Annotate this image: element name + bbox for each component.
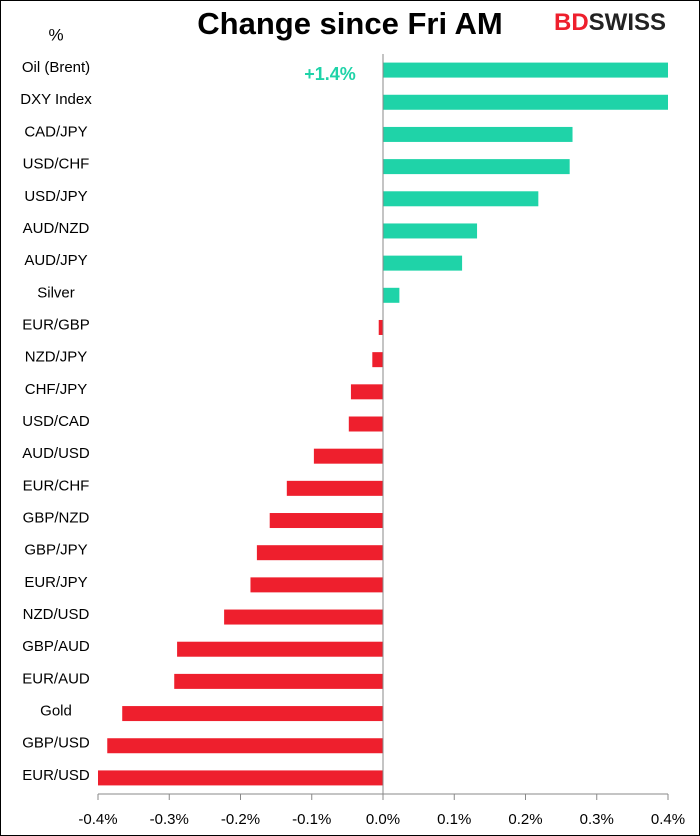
y-tick-label: NZD/JPY bbox=[25, 349, 88, 366]
bar bbox=[383, 126, 573, 142]
y-tick-label: EUR/JPY bbox=[24, 574, 87, 591]
bar bbox=[383, 223, 478, 239]
bar bbox=[174, 673, 383, 689]
y-tick-label: USD/CAD bbox=[22, 413, 90, 430]
bar bbox=[250, 577, 383, 593]
bar bbox=[122, 706, 383, 722]
bar bbox=[383, 255, 463, 271]
y-tick-label: DXY Index bbox=[20, 91, 92, 108]
y-tick-label: GBP/JPY bbox=[24, 542, 87, 559]
y-tick-label: AUD/USD bbox=[22, 445, 90, 462]
x-tick-label: -0.4% bbox=[78, 811, 117, 828]
bar bbox=[348, 416, 383, 432]
chart-title: Change since Fri AM bbox=[197, 6, 502, 41]
y-tick-label: GBP/NZD bbox=[23, 509, 90, 526]
x-tick-label: 0.0% bbox=[366, 811, 400, 828]
bar bbox=[383, 159, 570, 175]
y-tick-label: USD/JPY bbox=[24, 188, 87, 205]
logo-part: BD bbox=[554, 9, 589, 36]
y-tick-label: AUD/JPY bbox=[24, 252, 87, 269]
x-tick-label: 0.3% bbox=[580, 811, 614, 828]
y-tick-label: CAD/JPY bbox=[24, 123, 87, 140]
bar bbox=[372, 352, 383, 368]
logo-part: SWISS bbox=[589, 9, 666, 36]
x-tick-label: -0.3% bbox=[150, 811, 189, 828]
y-tick-label: EUR/CHF bbox=[23, 477, 90, 494]
y-tick-label: EUR/GBP bbox=[22, 316, 90, 333]
bar bbox=[383, 287, 400, 303]
x-tick-label: -0.1% bbox=[292, 811, 331, 828]
y-tick-label: CHF/JPY bbox=[25, 381, 88, 398]
bar bbox=[378, 319, 383, 335]
bar bbox=[383, 191, 539, 207]
bar bbox=[107, 738, 383, 754]
bar bbox=[350, 384, 383, 400]
x-tick-label: -0.2% bbox=[221, 811, 260, 828]
bar bbox=[313, 448, 383, 464]
y-axis-label: % bbox=[48, 25, 63, 44]
logo: BDSWISS bbox=[554, 9, 666, 36]
y-tick-label: Silver bbox=[37, 284, 75, 301]
bar bbox=[177, 641, 383, 657]
bar bbox=[256, 545, 383, 561]
y-tick-label: Oil (Brent) bbox=[22, 59, 90, 76]
y-tick-label: GBP/AUD bbox=[22, 638, 90, 655]
x-tick-label: 0.4% bbox=[651, 811, 685, 828]
x-tick-label: 0.1% bbox=[437, 811, 471, 828]
x-tick-label: 0.2% bbox=[508, 811, 542, 828]
y-tick-label: GBP/USD bbox=[22, 735, 90, 752]
bar bbox=[98, 770, 383, 786]
bar bbox=[224, 609, 383, 625]
y-tick-label: EUR/AUD bbox=[22, 670, 90, 687]
bar bbox=[383, 62, 668, 78]
annotation: +1.4% bbox=[304, 64, 356, 84]
bar bbox=[269, 513, 383, 529]
bars bbox=[98, 62, 668, 786]
y-tick-label: USD/CHF bbox=[23, 156, 90, 173]
bar bbox=[383, 94, 668, 110]
y-tick-label: Gold bbox=[40, 703, 72, 720]
bar bbox=[286, 480, 383, 496]
y-tick-label: AUD/NZD bbox=[23, 220, 90, 237]
y-tick-label: NZD/USD bbox=[23, 606, 90, 623]
y-tick-label: EUR/USD bbox=[22, 767, 90, 784]
